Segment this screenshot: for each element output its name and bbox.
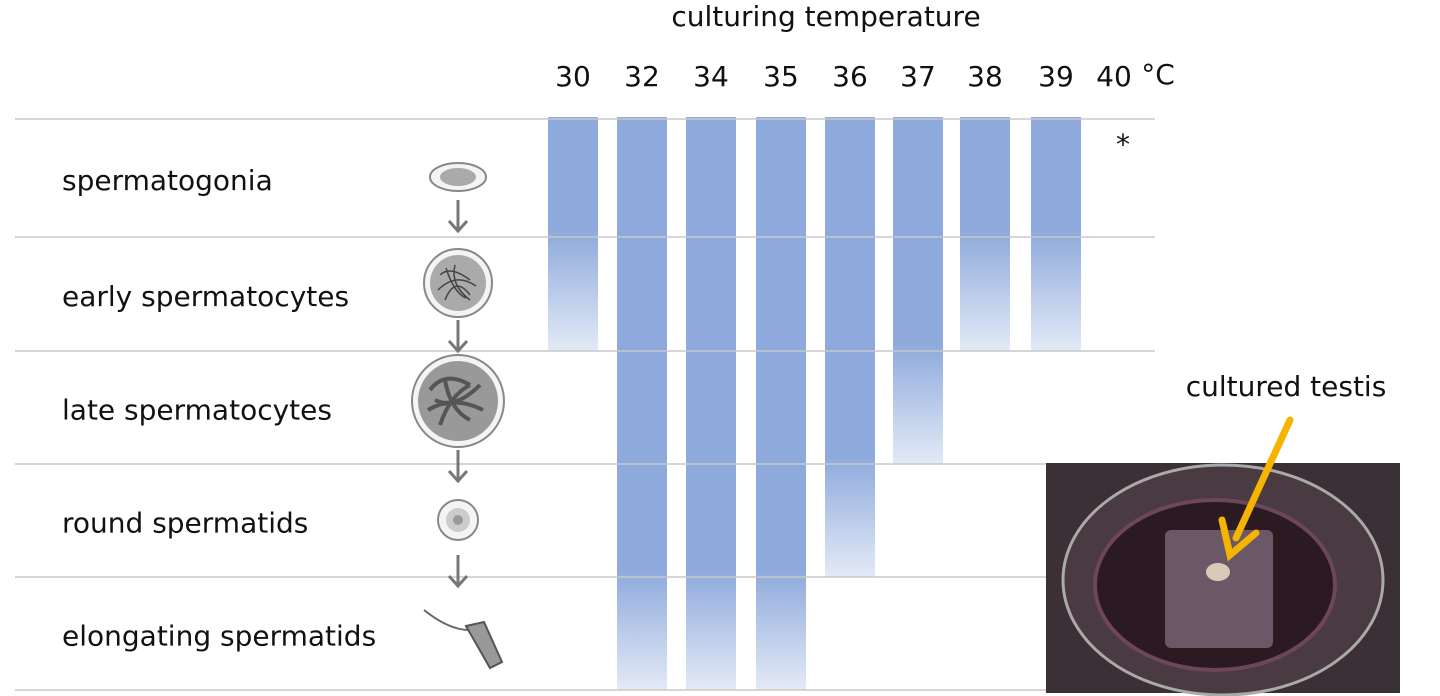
range-bar (825, 117, 875, 577)
photo (1046, 463, 1400, 696)
stage-label: early spermatocytes (62, 280, 349, 313)
temperature-label: 37 (900, 60, 936, 93)
range-bar (960, 117, 1010, 351)
temperature-label: 36 (832, 60, 868, 93)
range-bar (548, 117, 598, 351)
temperature-label: 38 (967, 60, 1003, 93)
stage-label: late spermatocytes (62, 394, 332, 427)
range-bar (893, 117, 943, 464)
stage-label: spermatogonia (62, 164, 273, 197)
range-bar (1031, 117, 1081, 351)
stage-icons (411, 162, 505, 670)
stage-label: round spermatids (62, 507, 308, 540)
photo-label: cultured testis (1186, 370, 1387, 403)
temperature-label: 39 (1038, 60, 1074, 93)
arrow (1218, 416, 1294, 562)
temperature-label: 35 (763, 60, 799, 93)
stage-label: elongating spermatids (62, 620, 376, 653)
range-bar (686, 117, 736, 690)
title: culturing temperature (671, 0, 980, 33)
temperature-label: 30 (555, 60, 591, 93)
temperature-label: 34 (693, 60, 729, 93)
temperature-label: 32 (624, 60, 660, 93)
range-bar (756, 117, 806, 690)
unit-label: °C (1141, 58, 1175, 91)
annotation: * (1116, 128, 1130, 161)
range-bar (617, 117, 667, 690)
temperature-label: 40 (1096, 60, 1132, 93)
